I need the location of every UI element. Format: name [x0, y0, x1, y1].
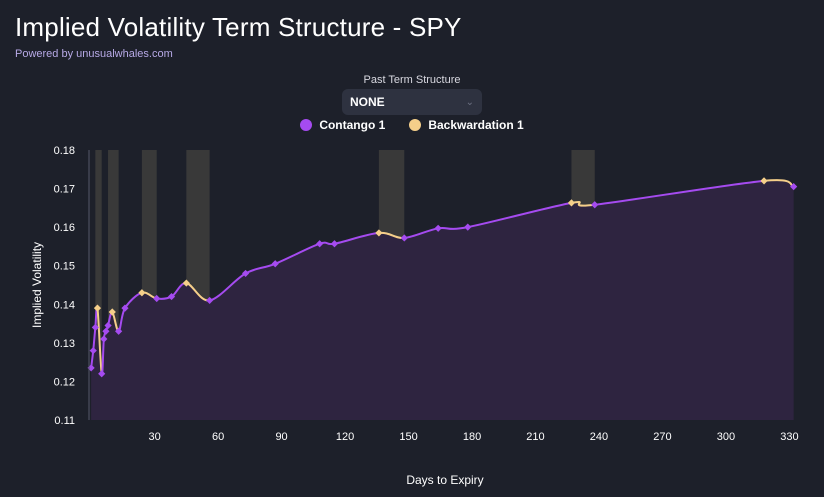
data-point[interactable] [241, 269, 250, 278]
page-title: Implied Volatility Term Structure - SPY [15, 12, 462, 42]
x-tick-label: 120 [336, 431, 354, 443]
data-point[interactable] [98, 370, 106, 378]
y-tick-label: 0.18 [54, 145, 75, 157]
y-tick-label: 0.11 [54, 415, 75, 427]
data-point[interactable] [115, 327, 123, 335]
x-tick-label: 240 [590, 431, 608, 443]
data-point[interactable] [790, 183, 798, 191]
data-point[interactable] [760, 177, 768, 185]
data-point[interactable] [316, 240, 324, 248]
backwardation-line-segment [571, 200, 595, 207]
contango-line-segment [437, 226, 468, 230]
data-point[interactable] [108, 308, 116, 316]
data-point[interactable] [91, 323, 99, 332]
chevron-down-icon: ⌄ [465, 96, 474, 108]
backwardation-band [108, 150, 119, 420]
y-tick-label: 0.15 [54, 261, 75, 273]
data-point[interactable] [182, 279, 190, 287]
past-term-structure-label: Past Term Structure [363, 74, 461, 86]
legend-item-backwardation[interactable]: Backwardation 1 [409, 118, 524, 132]
data-point[interactable] [138, 289, 146, 297]
data-point[interactable] [271, 260, 279, 268]
x-tick-labels: 30 60 90 120 150 180 210 240 270 300 330 [148, 431, 798, 443]
legend-item-contango[interactable]: Contango 1 [300, 118, 385, 132]
data-markers [87, 177, 798, 378]
contango-line-segment [594, 179, 765, 206]
area-fill [91, 180, 794, 420]
data-point[interactable] [153, 294, 161, 303]
y-tick-label: 0.16 [54, 222, 75, 234]
data-point[interactable] [87, 364, 95, 372]
data-point[interactable] [121, 304, 129, 312]
data-point[interactable] [330, 240, 339, 248]
data-point[interactable] [104, 321, 112, 330]
past-term-structure-select[interactable]: NONE ⌄ [342, 89, 482, 115]
y-tick-label: 0.13 [54, 338, 75, 350]
data-point[interactable] [100, 335, 108, 343]
y-axis-title: Implied Volatility [30, 242, 44, 328]
x-tick-label: 210 [526, 431, 544, 443]
data-point[interactable] [206, 296, 214, 305]
data-point[interactable] [89, 346, 97, 355]
y-tick-labels: 0.11 0.12 0.13 0.14 0.15 0.16 0.17 0.18 [54, 145, 75, 427]
x-tick-label: 30 [148, 431, 160, 443]
y-tick-label: 0.12 [54, 376, 75, 388]
x-tick-label: 60 [212, 431, 224, 443]
legend-label-contango: Contango 1 [319, 118, 386, 132]
contango-line-segment [467, 201, 572, 229]
y-tick-label: 0.14 [54, 299, 75, 311]
x-tick-label: 180 [463, 431, 481, 443]
data-point[interactable] [434, 224, 442, 232]
x-axis-title: Days to Expiry [406, 473, 483, 487]
data-point[interactable] [102, 327, 110, 335]
select-value: NONE [350, 95, 385, 109]
data-point[interactable] [167, 292, 176, 301]
contango-line-segment [274, 242, 320, 265]
data-point[interactable] [93, 304, 102, 312]
y-tick-label: 0.17 [54, 184, 75, 196]
legend-marker-contango [300, 119, 313, 131]
x-tick-label: 330 [780, 431, 798, 443]
x-tick-label: 90 [275, 431, 287, 443]
data-point[interactable] [400, 234, 408, 242]
contango-line-segment [100, 338, 105, 375]
data-point[interactable] [567, 199, 576, 207]
legend-marker-backwardation [409, 119, 422, 131]
backwardation-band [95, 150, 102, 420]
data-point[interactable] [591, 201, 599, 209]
powered-by-text: Powered by unusualwhales.com [15, 48, 173, 60]
x-tick-label: 150 [399, 431, 417, 443]
legend-label-backwardation: Backwardation 1 [428, 118, 524, 132]
data-point[interactable] [464, 223, 472, 231]
x-tick-label: 270 [653, 431, 671, 443]
data-point[interactable] [375, 229, 383, 237]
x-tick-label: 300 [717, 431, 735, 443]
chart-legend: Contango 1 Backwardation 1 [0, 118, 824, 132]
contango-line-segment [245, 262, 276, 275]
